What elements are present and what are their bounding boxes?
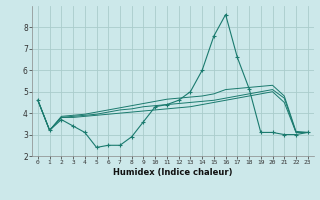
X-axis label: Humidex (Indice chaleur): Humidex (Indice chaleur) (113, 168, 233, 177)
